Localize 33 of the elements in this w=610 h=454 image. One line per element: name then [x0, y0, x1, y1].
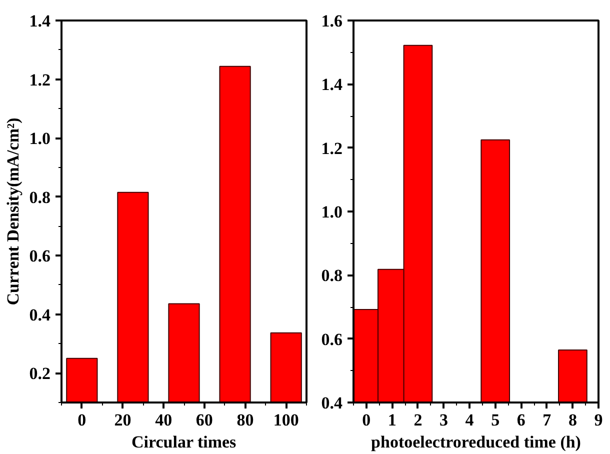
x-axis-title: Circular times — [132, 432, 237, 452]
y-tick-label: 1.0 — [29, 129, 50, 148]
x-tick-label: 40 — [155, 410, 172, 430]
y-tick-label: 0.4 — [29, 305, 51, 324]
x-axis-title: photoelectroreduced time (h) — [371, 432, 581, 452]
y-tick-label: 1.6 — [321, 12, 342, 30]
y-tick-label: 0.8 — [321, 266, 342, 286]
x-tick-label: 9 — [594, 410, 603, 430]
x-tick-label: 100 — [273, 410, 299, 430]
x-tick-label: 5 — [491, 410, 500, 430]
y-tick-label: 1.0 — [321, 202, 342, 222]
y-tick-label: 0.6 — [29, 246, 50, 266]
y-tick-label: 0.6 — [321, 330, 342, 349]
y-tick-label: 0.2 — [29, 364, 50, 384]
y-tick-label: 1.2 — [29, 70, 50, 90]
x-tick-label: 0 — [78, 410, 86, 430]
x-tick-label: 6 — [516, 410, 526, 430]
y-tick-label: 0.4 — [321, 394, 343, 412]
x-tick-label: 4 — [465, 410, 474, 430]
x-tick-label: 8 — [568, 410, 577, 430]
x-tick-label: 60 — [196, 410, 213, 430]
x-tick-label: 3 — [440, 410, 448, 430]
x-tick-label: 20 — [114, 410, 132, 430]
x-tick-label: 2 — [414, 410, 422, 430]
y-tick-label: 1.4 — [29, 12, 51, 30]
y-axis-title: Current Density(mA/cm²) — [3, 118, 22, 306]
x-tick-label: 0 — [362, 410, 371, 430]
x-tick-label: 7 — [542, 410, 552, 430]
y-tick-label: 1.4 — [321, 75, 343, 94]
x-tick-label: 80 — [236, 410, 254, 430]
x-tick-label: 1 — [388, 410, 396, 430]
y-tick-label: 0.8 — [29, 188, 50, 207]
y-tick-label: 1.2 — [321, 138, 342, 158]
